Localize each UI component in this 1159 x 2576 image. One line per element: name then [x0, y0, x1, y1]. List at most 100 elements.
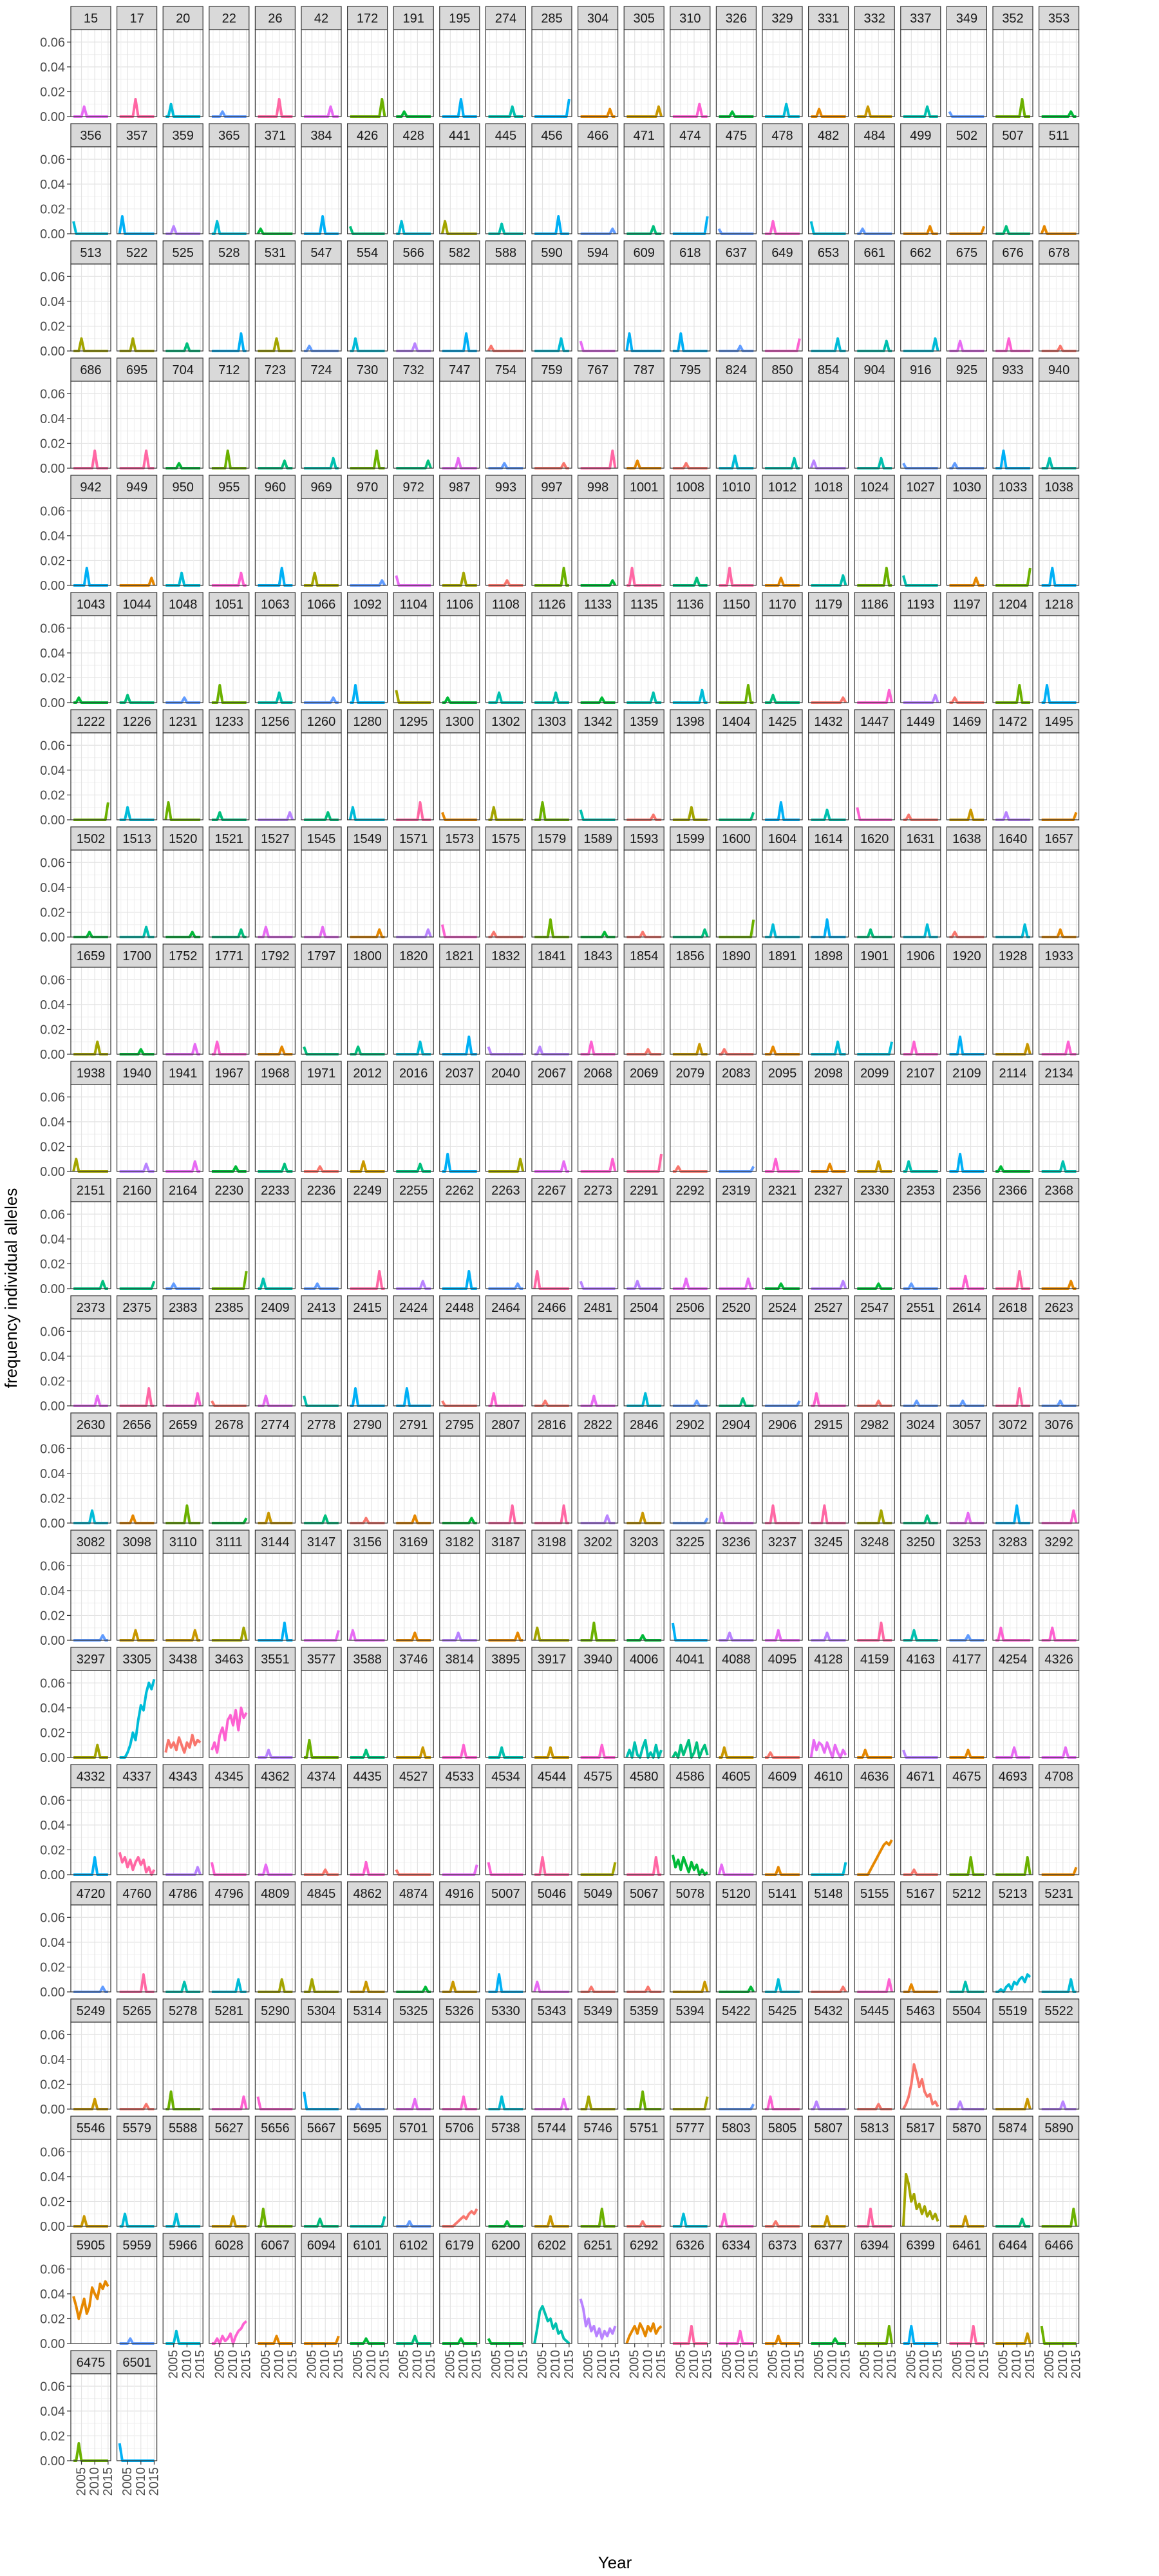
- facet-panel-1920: 1920: [946, 943, 988, 1056]
- facet-label: 1600: [722, 832, 751, 846]
- panel-border: [623, 146, 664, 234]
- facet-label: 2151: [77, 1184, 106, 1198]
- facet-panel-441: 441: [439, 123, 480, 235]
- facet-panel-1231: 1231: [162, 709, 203, 821]
- panel-border: [946, 29, 988, 117]
- facet-strip: [807, 357, 849, 382]
- panel-border: [762, 615, 803, 703]
- panel-background: [578, 1202, 618, 1289]
- panel-border: [946, 732, 988, 820]
- facet-panel-2448: 2448: [439, 1295, 480, 1407]
- panel-border: [577, 263, 619, 352]
- facet-label: 1513: [122, 832, 151, 846]
- panel-border: [577, 146, 619, 234]
- panel-border: [670, 146, 711, 234]
- facet-label: 1659: [77, 949, 106, 963]
- facet-label: 854: [818, 363, 839, 377]
- panel-background: [255, 1319, 296, 1406]
- panel-background: [301, 381, 341, 468]
- facet-strip: [762, 240, 803, 265]
- facet-panel-1599: 1599: [670, 826, 711, 938]
- panel-border: [301, 381, 342, 469]
- facet-label: 795: [679, 363, 701, 377]
- facet-label: 2356: [952, 1184, 981, 1198]
- facet-panel-329: 329: [762, 6, 803, 118]
- facet-label: 2327: [814, 1184, 843, 1198]
- facet-strip: [992, 123, 1033, 147]
- panel-background: [532, 498, 572, 585]
- panel-border: [715, 146, 757, 234]
- facet-strip: [900, 357, 941, 382]
- panel-background: [624, 381, 664, 468]
- facet-strip: [577, 6, 619, 30]
- y-tick-label: 0.00: [40, 1165, 65, 1179]
- facet-strip: [715, 123, 757, 147]
- panel-border: [301, 498, 342, 586]
- panel-border: [623, 732, 664, 820]
- facet-panel-2099: 2099: [854, 1061, 895, 1173]
- facet-panel-1024: 1024: [854, 475, 895, 587]
- panel-background: [716, 967, 757, 1054]
- facet-label: 754: [495, 363, 516, 377]
- facet-panel-2107: 2107: [900, 1061, 941, 1173]
- y-tick-label: 0.04: [40, 1115, 65, 1130]
- panel-background: [347, 967, 388, 1054]
- facet-panel-547: 547: [301, 240, 342, 352]
- facet-panel-1280: 1280: [346, 709, 388, 821]
- facet-panel-970: 970: [346, 475, 388, 587]
- facet-panel-712: 712: [209, 357, 250, 469]
- facet-panel-445: 445: [485, 123, 527, 235]
- panel-border: [854, 498, 895, 586]
- facet-panel-2079: 2079: [670, 1061, 711, 1173]
- facet-label: 1043: [77, 598, 106, 612]
- facet-label: 2413: [307, 1301, 336, 1315]
- panel-background: [532, 147, 572, 234]
- facet-panel-2413: 2413: [301, 1295, 342, 1407]
- facet-label: 525: [173, 246, 194, 260]
- facet-strip: [346, 592, 388, 616]
- facet-label: 618: [679, 246, 701, 260]
- facet-panel-1204: 1204: [992, 592, 1033, 704]
- facet-panel-326: 326: [715, 6, 757, 118]
- panel-background: [163, 264, 203, 351]
- facet-panel-426: 426: [346, 123, 388, 235]
- panel-border: [623, 615, 664, 703]
- facet-label: 1604: [768, 832, 797, 846]
- facet-label: 2069: [630, 1066, 659, 1081]
- panel-border: [1038, 146, 1080, 234]
- panel-border: [623, 498, 664, 586]
- panel-border: [117, 732, 158, 820]
- facet-label: 371: [265, 129, 286, 143]
- panel-background: [439, 967, 480, 1054]
- panel-border: [531, 146, 572, 234]
- facet-label: 547: [310, 246, 332, 260]
- panel-border: [439, 263, 480, 352]
- panel-background: [209, 616, 249, 703]
- panel-border: [900, 381, 941, 469]
- panel-background: [993, 850, 1033, 937]
- facet-label: 2079: [676, 1066, 705, 1081]
- facet-panel-2236: 2236: [301, 1178, 342, 1290]
- facet-panel-2327: 2327: [807, 1178, 849, 1290]
- facet-strip: [117, 357, 158, 382]
- panel-border: [209, 146, 250, 234]
- panel-background: [1039, 967, 1079, 1054]
- facet-label: 507: [1002, 129, 1023, 143]
- facet-label: 732: [403, 363, 424, 377]
- facet-panel-2040: 2040: [485, 1061, 527, 1173]
- facet-panel-1018: 1018: [807, 475, 849, 587]
- facet-label: 2255: [399, 1184, 428, 1198]
- facet-label: 1575: [491, 832, 520, 846]
- panel-background: [993, 1202, 1033, 1289]
- facet-panel-960: 960: [254, 475, 296, 587]
- facet-strip: [254, 123, 296, 147]
- facet-panel-1593: 1593: [623, 826, 664, 938]
- facet-strip: [254, 6, 296, 30]
- facet-label: 2415: [353, 1301, 382, 1315]
- y-tick-label: 0.04: [40, 998, 65, 1012]
- facet-label: 1126: [538, 598, 565, 612]
- facet-label: 704: [173, 363, 194, 377]
- panel-background: [716, 1084, 757, 1171]
- facet-strip: [807, 592, 849, 616]
